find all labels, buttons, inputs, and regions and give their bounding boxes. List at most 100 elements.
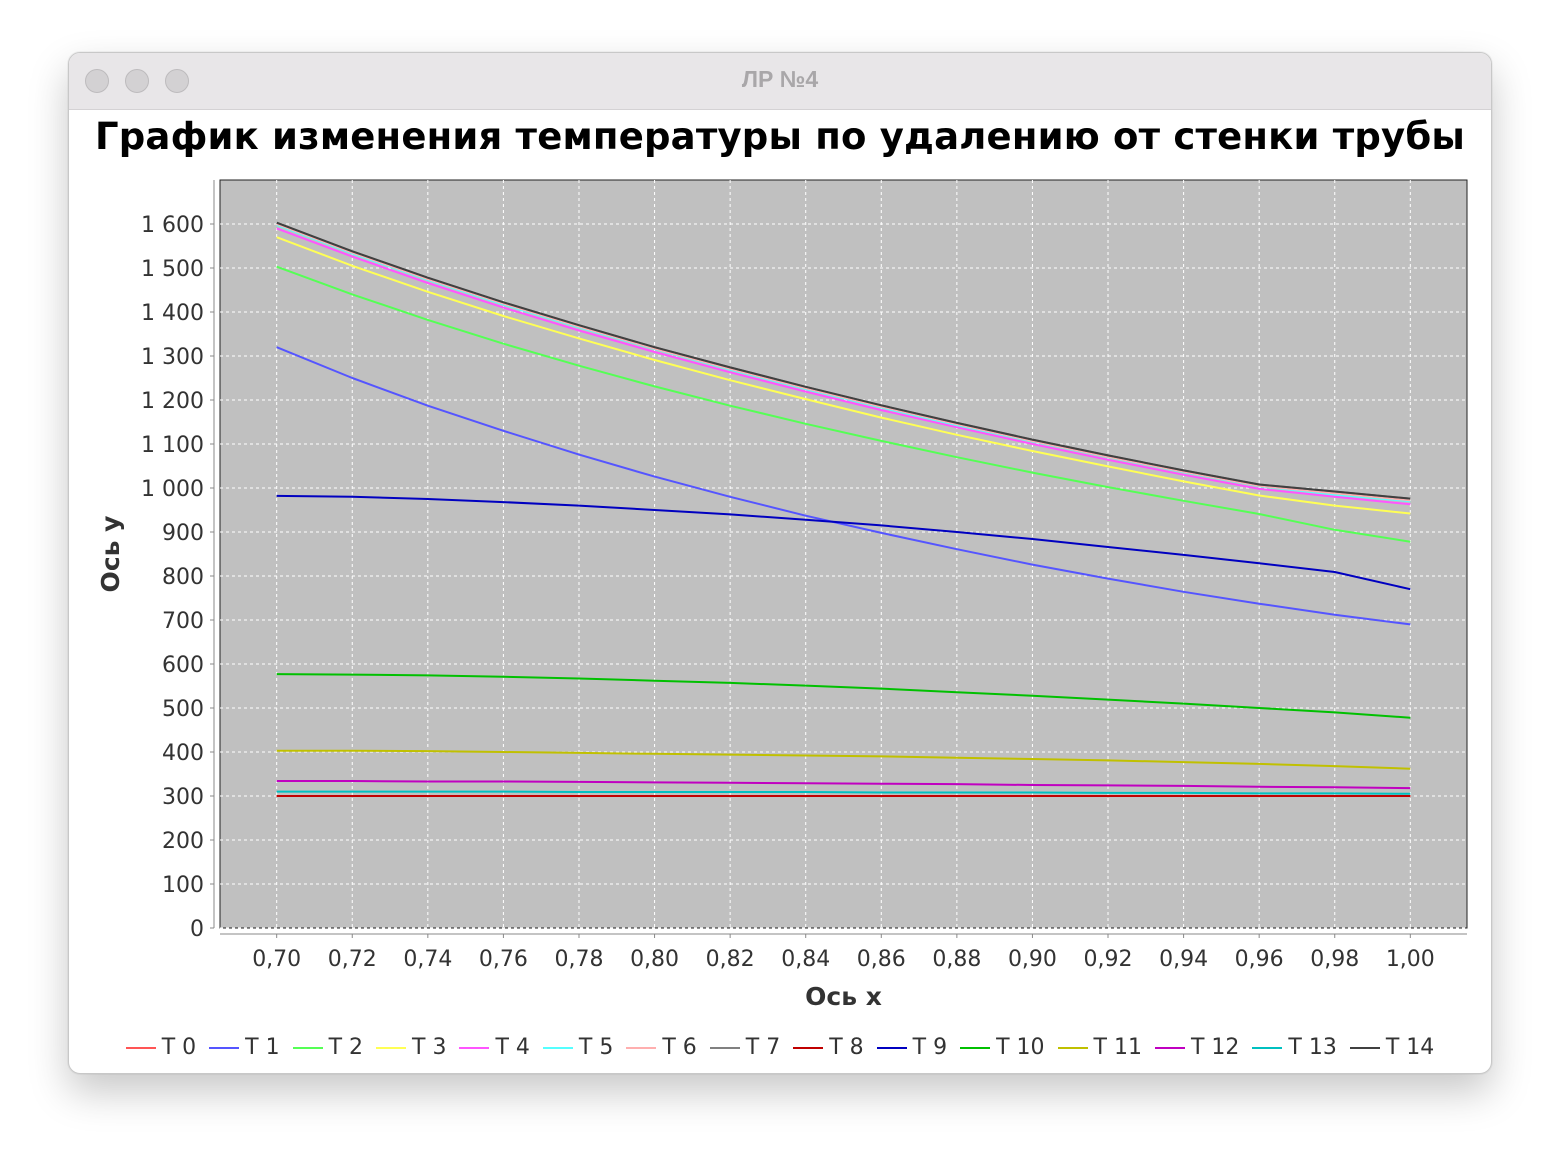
legend-swatch [1252, 1046, 1283, 1049]
y-tick-label: 1 300 [141, 345, 204, 370]
x-tick-label: 0,80 [630, 947, 679, 972]
legend-item: T 8 [793, 1035, 864, 1060]
series-line [276, 221, 1411, 500]
x-tick-label: 0,78 [554, 947, 603, 972]
series-line [276, 227, 1411, 506]
legend-swatch [1349, 1046, 1380, 1049]
series-line [276, 749, 1411, 770]
x-tick-label: 0,86 [857, 947, 906, 972]
y-axis-label: Ось y [96, 516, 125, 593]
y-tick-label: 1 400 [141, 301, 204, 326]
legend-item: T 11 [1057, 1035, 1142, 1060]
legend-label: T 13 [1288, 1035, 1337, 1060]
legend-swatch [709, 1046, 740, 1049]
chart-title: График изменения температуры по удалению… [94, 115, 1466, 158]
series-line [276, 790, 1411, 795]
legend-swatch [1154, 1046, 1185, 1049]
legend-label: T 8 [829, 1035, 864, 1060]
y-tick-label: 600 [162, 653, 204, 678]
legend-label: T 12 [1190, 1035, 1240, 1060]
legend-swatch [292, 1046, 323, 1049]
legend-label: T 7 [745, 1035, 781, 1060]
legend-swatch [793, 1046, 824, 1049]
y-tick-label: 1 200 [141, 389, 204, 414]
x-axis-label: Ось x [805, 982, 882, 1011]
legend-item: T 12 [1154, 1035, 1240, 1060]
line-chart: 0 100 200 300 400 500 600 700 800 900 1 000 1 100 1 … [96, 179, 1468, 1011]
legend-item: T 14 [1349, 1035, 1435, 1060]
legend-item: T 10 [960, 1035, 1045, 1060]
window-title: ЛР №4 [741, 66, 819, 92]
legend-swatch [960, 1046, 991, 1049]
y-tick-label: 1 600 [141, 213, 204, 238]
x-tick-label: 0,94 [1159, 947, 1208, 972]
legend-swatch [876, 1046, 907, 1049]
legend-item: T 3 [376, 1035, 446, 1060]
legend-swatch [542, 1046, 573, 1049]
minimize-window-button[interactable] [125, 69, 149, 93]
legend-item: T 2 [292, 1035, 364, 1060]
legend-item: T 4 [459, 1035, 530, 1060]
series-line [276, 780, 1411, 790]
legend-swatch [209, 1046, 240, 1049]
close-window-button[interactable] [85, 69, 109, 93]
legend-label: T 14 [1385, 1035, 1435, 1060]
x-tick-label: 0,72 [328, 947, 377, 972]
chart-legend: T 0 T 1 T 2 T 3 T 4 T 5 T 6 T 7 T 8 T 9 T 10 T 11 T … [69, 1035, 1491, 1060]
x-tick-label: 0,84 [781, 947, 830, 972]
legend-item: T 5 [542, 1035, 614, 1060]
legend-label: T 5 [578, 1035, 614, 1060]
y-tick-label: 700 [162, 609, 204, 634]
series-line [276, 265, 1411, 543]
legend-item: T 1 [209, 1035, 280, 1060]
legend-swatch [626, 1046, 657, 1049]
legend-swatch [459, 1046, 490, 1049]
x-tick-label: 0,90 [1008, 947, 1057, 972]
x-tick-label: 0,76 [479, 947, 528, 972]
series-line [276, 494, 1411, 591]
title-bar[interactable]: ЛР №4 [69, 53, 1491, 110]
legend-swatch [1057, 1046, 1088, 1049]
legend-swatch [376, 1046, 407, 1049]
x-tick-label: 0,92 [1084, 947, 1133, 972]
series-line [276, 346, 1411, 626]
series-line [276, 223, 1411, 502]
legend-label: T 2 [328, 1035, 364, 1060]
legend-item: T 7 [709, 1035, 781, 1060]
legend-item: T 6 [626, 1035, 697, 1060]
legend-label: T 3 [412, 1035, 447, 1060]
x-tick-label: 0,82 [706, 947, 755, 972]
legend-label: T 6 [662, 1035, 697, 1060]
legend-label: T 9 [912, 1035, 948, 1060]
y-tick-label: 100 [162, 873, 204, 898]
legend-item: T 9 [876, 1035, 948, 1060]
y-tick-label: 400 [162, 741, 204, 766]
y-tick-label: 500 [162, 697, 204, 722]
zoom-window-button[interactable] [165, 69, 189, 93]
y-tick-label: 1 000 [141, 477, 204, 502]
legend-label: T 1 [245, 1035, 280, 1060]
series-line [276, 236, 1411, 515]
x-tick-label: 0,98 [1310, 947, 1359, 972]
series-line [276, 673, 1411, 719]
y-tick-label: 0 [190, 917, 204, 942]
y-tick-label: 1 100 [141, 433, 204, 458]
x-tick-label: 0,74 [403, 947, 452, 972]
legend-item: T 0 [125, 1035, 197, 1060]
y-tick-label: 200 [162, 829, 204, 854]
legend-swatch [125, 1046, 156, 1049]
legend-label: T 0 [161, 1035, 197, 1060]
x-tick-label: 0,70 [252, 947, 301, 972]
x-tick-label: 0,96 [1235, 947, 1284, 972]
y-tick-label: 1 500 [141, 257, 204, 282]
legend-label: T 4 [495, 1035, 530, 1060]
plot-area [219, 179, 1468, 929]
y-tick-label: 900 [162, 521, 204, 546]
app-window: ЛР №4 График изменения температуры по уд… [68, 52, 1492, 1074]
legend-label: T 11 [1093, 1035, 1142, 1060]
y-tick-label: 800 [162, 565, 204, 590]
y-tick-label: 300 [162, 785, 204, 810]
x-tick-label: 0,88 [932, 947, 981, 972]
legend-item: T 13 [1252, 1035, 1337, 1060]
x-tick-label: 1,00 [1386, 947, 1435, 972]
